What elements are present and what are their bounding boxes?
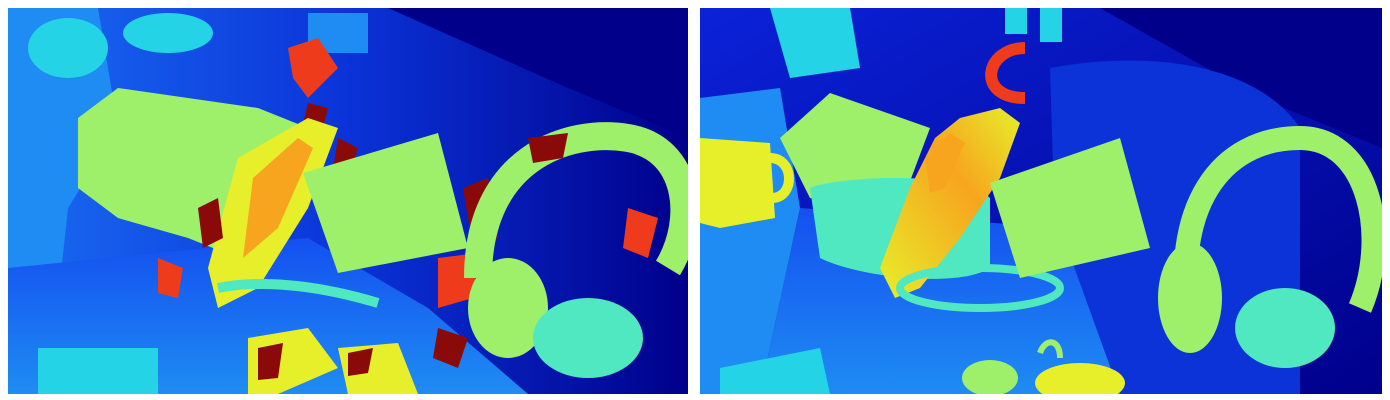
clean-depth-map <box>700 8 1382 394</box>
noise-patch <box>348 348 373 376</box>
bottle-region <box>880 108 1020 298</box>
mug-region <box>700 138 775 228</box>
headphone-band-region <box>464 122 688 279</box>
box-region <box>770 8 860 78</box>
earcup-region <box>533 298 643 378</box>
cyan-blob <box>28 18 108 78</box>
far-wall-region <box>388 8 688 138</box>
far-wall-region <box>1100 8 1382 148</box>
noise-patch <box>288 38 338 98</box>
box-region <box>720 348 830 394</box>
headphone-band-region <box>1173 125 1382 330</box>
object-region <box>962 360 1018 394</box>
mug-handle-region <box>985 42 1026 104</box>
cyan-blob <box>123 13 213 53</box>
box-region <box>1040 8 1062 42</box>
clean-depth-map-canvas <box>700 8 1382 394</box>
box-region <box>303 133 468 273</box>
box-region <box>990 138 1150 278</box>
noise-patch <box>528 133 568 163</box>
ring-region <box>896 264 1064 312</box>
object-region <box>243 138 313 258</box>
mug-handle-region <box>769 153 794 203</box>
noise-patch <box>258 343 283 380</box>
object-region <box>217 279 380 308</box>
earcup-region <box>468 258 548 358</box>
box-region <box>38 348 158 394</box>
bottle-region <box>925 133 965 193</box>
noise-patch <box>158 258 183 298</box>
object-region <box>1035 363 1125 394</box>
noise-patch <box>623 208 658 258</box>
noise-patch <box>433 328 468 368</box>
object-region <box>1037 339 1063 359</box>
noisy-depth-map-canvas <box>8 8 688 394</box>
earcup-region <box>1158 243 1222 353</box>
noisy-depth-map <box>8 8 688 394</box>
box-region <box>1005 8 1027 34</box>
noise-patch <box>198 198 223 248</box>
earcup-region <box>1235 288 1335 368</box>
